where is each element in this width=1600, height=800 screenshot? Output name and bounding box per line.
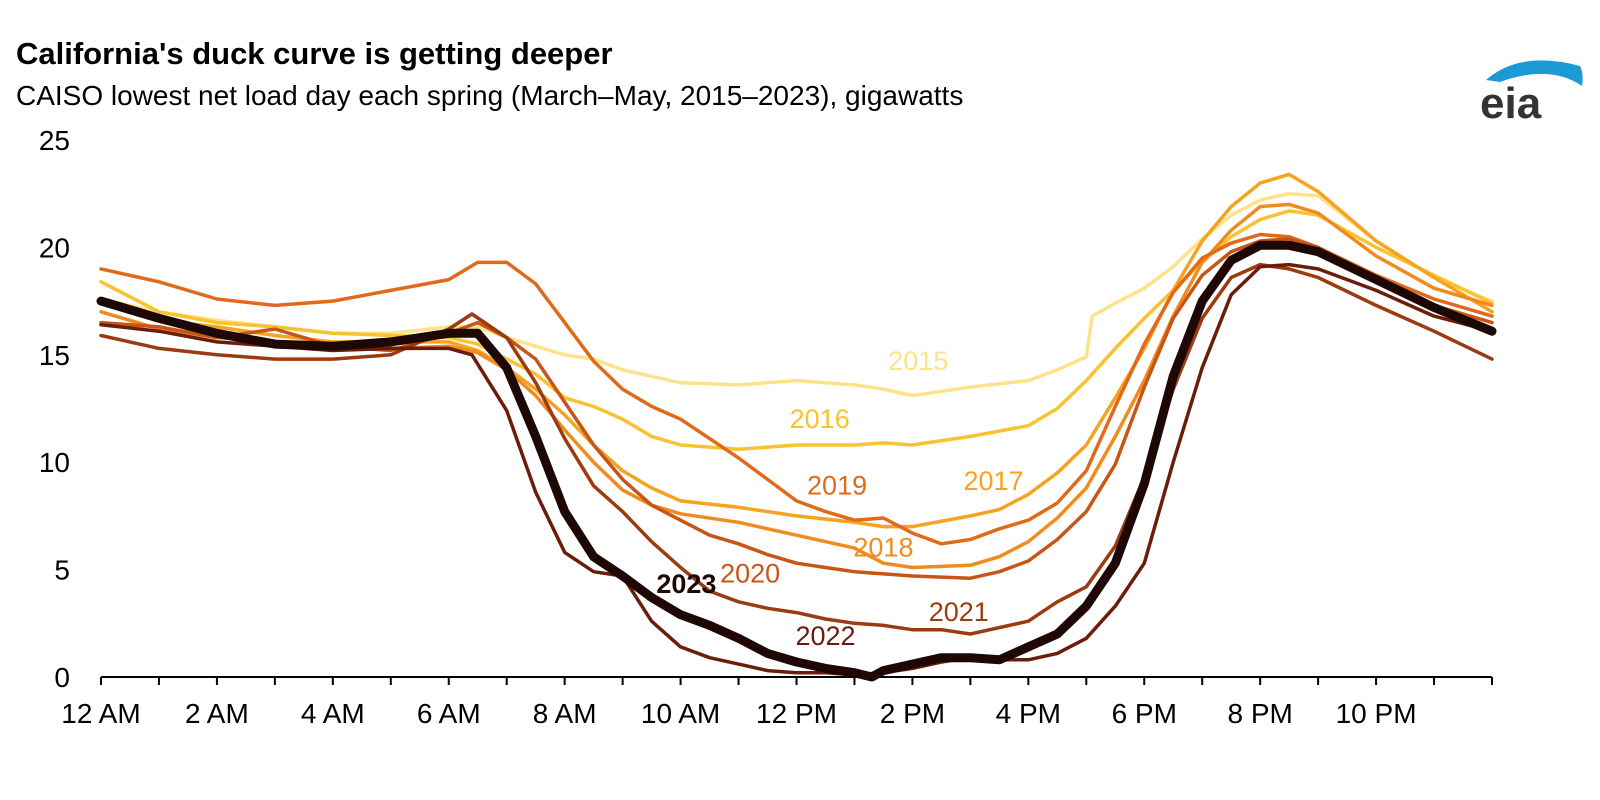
series-label-2017: 2017 bbox=[964, 466, 1024, 496]
chart-title: California's duck curve is getting deepe… bbox=[16, 36, 613, 71]
series-label-2020: 2020 bbox=[720, 558, 780, 588]
x-tick-label: 2 AM bbox=[185, 698, 249, 729]
x-tick-label: 12 PM bbox=[756, 698, 837, 729]
series-lines bbox=[96, 172, 1497, 682]
series-labels: 2015 2016 2017 2018 2019 2020 2021 2022 2023 bbox=[656, 346, 1023, 651]
x-tick-label: 10 AM bbox=[641, 698, 720, 729]
x-tick-label: 12 AM bbox=[61, 698, 140, 729]
y-tick-label: 10 bbox=[39, 447, 70, 478]
series-label-2021: 2021 bbox=[929, 597, 989, 627]
eia-logo-arc bbox=[1486, 60, 1583, 86]
x-tick-label: 10 PM bbox=[1336, 698, 1417, 729]
series-label-2019: 2019 bbox=[807, 470, 867, 500]
series-line-2023 bbox=[96, 240, 1497, 682]
series-line-2015 bbox=[99, 191, 1494, 398]
series-label-2022: 2022 bbox=[795, 621, 855, 651]
eia-logo-text: eia bbox=[1480, 79, 1542, 122]
y-tick-label: 25 bbox=[39, 125, 70, 156]
series-label-2018: 2018 bbox=[853, 533, 913, 563]
eia-logo: eia bbox=[1480, 60, 1583, 122]
x-tick-label: 8 PM bbox=[1227, 698, 1292, 729]
y-tick-label: 0 bbox=[54, 662, 70, 693]
x-tick-label: 8 AM bbox=[533, 698, 597, 729]
series-label-2016: 2016 bbox=[790, 404, 850, 434]
x-tick-label: 2 PM bbox=[880, 698, 945, 729]
chart-subtitle: CAISO lowest net load day each spring (M… bbox=[16, 80, 964, 111]
x-tick-label: 4 AM bbox=[301, 698, 365, 729]
series-line-2021 bbox=[99, 262, 1494, 636]
y-tick-label: 5 bbox=[54, 555, 70, 586]
y-axis-tick-labels: 0 5 10 15 20 25 bbox=[39, 125, 70, 693]
y-tick-label: 20 bbox=[39, 232, 70, 263]
x-tick-label: 6 AM bbox=[417, 698, 481, 729]
x-tick-label: 6 PM bbox=[1112, 698, 1177, 729]
series-label-2015: 2015 bbox=[888, 346, 948, 376]
series-label-2023: 2023 bbox=[656, 569, 716, 599]
x-tick-label: 4 PM bbox=[996, 698, 1061, 729]
series-line-2017 bbox=[99, 172, 1494, 529]
y-tick-label: 15 bbox=[39, 340, 70, 371]
series-line-2019 bbox=[99, 232, 1494, 546]
x-axis: 12 AM 2 AM 4 AM 6 AM 8 AM 10 AM 12 PM 2 PM 4 PM 6… bbox=[61, 676, 1493, 729]
series-line-2018 bbox=[99, 202, 1494, 570]
